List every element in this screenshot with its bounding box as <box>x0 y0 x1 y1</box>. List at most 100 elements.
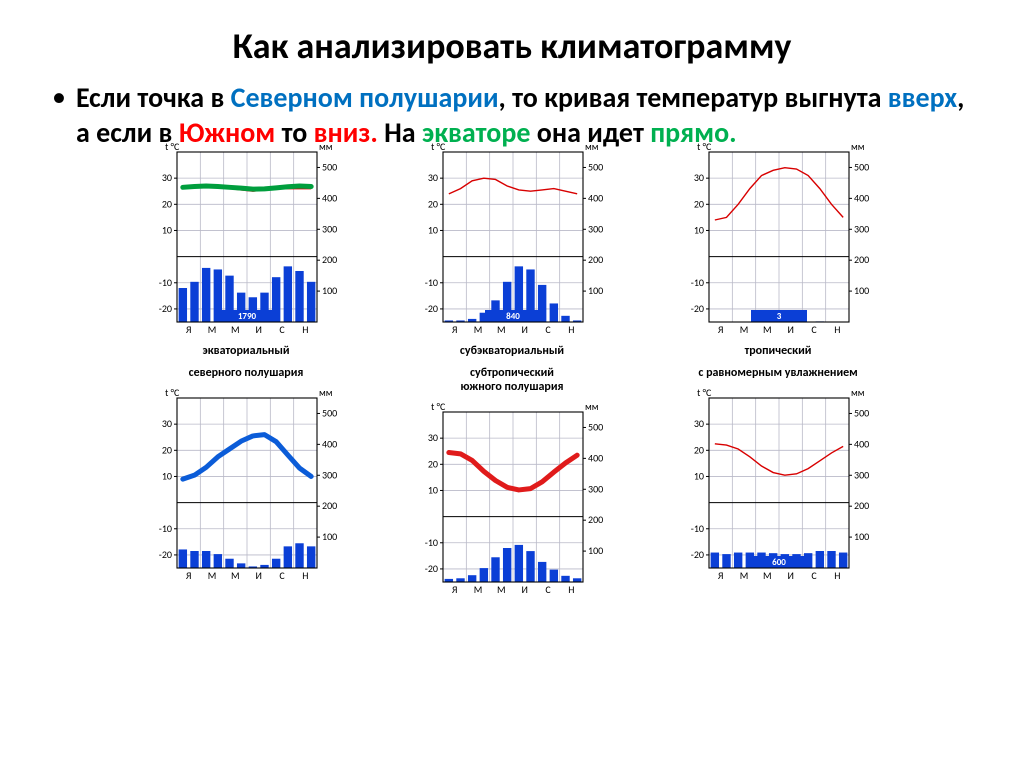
precip-tick-label: 100 <box>588 544 603 557</box>
precip-bar <box>272 559 280 568</box>
precip-tick-label: 300 <box>854 222 869 235</box>
month-label: И <box>521 583 527 596</box>
caption-bottom: тропический <box>745 344 812 358</box>
month-label: С <box>279 323 285 336</box>
month-label: С <box>279 569 285 582</box>
month-label: Я <box>718 323 724 336</box>
precip-bar <box>503 548 511 582</box>
precip-tick-label: 400 <box>854 437 869 450</box>
temp-tick-label: 10 <box>694 469 704 482</box>
overlay-line <box>183 186 311 189</box>
temp-tick-label: 30 <box>162 417 172 430</box>
charts-row-bottom: северного полушария 30 20 10 -10 -20 t °C 500 40… <box>48 366 976 604</box>
month-label: С <box>811 569 817 582</box>
bullet-text: Если точка в Северном полушарии, то крив… <box>76 80 976 150</box>
precip-bar <box>237 563 245 568</box>
temp-tick-label: 30 <box>162 171 172 184</box>
month-label: Н <box>834 569 840 582</box>
month-label: Я <box>452 323 458 336</box>
temp-tick-label: 10 <box>694 223 704 236</box>
precip-total: 1790 <box>238 311 257 322</box>
panel-subtrop_even: с равномерным увлажнением600302010-10-20… <box>673 366 883 604</box>
temp-tick-label: -20 <box>691 548 704 561</box>
temp-tick-label: -10 <box>425 536 438 549</box>
precip-tick-label: 100 <box>322 284 337 297</box>
climograph-subtrop_even: 600302010-10-20t °C500400300200100ммЯММИ… <box>673 384 883 584</box>
month-label: М <box>231 323 240 336</box>
bullet-dot: • <box>52 80 66 114</box>
climograph-equatorial: 1790302010-10-20t °C500400300200100ммЯММ… <box>141 138 351 338</box>
month-label: С <box>545 323 551 336</box>
temp-tick-label: -20 <box>691 302 704 315</box>
precip-bar <box>827 551 835 568</box>
precip-tick-label: 300 <box>588 482 603 495</box>
precip-bar <box>456 578 464 582</box>
caption-bottom: экваториальный <box>202 344 289 358</box>
temp-tick-label: 20 <box>162 197 172 210</box>
precip-bar <box>307 546 315 568</box>
precip-axis-label: мм <box>851 386 865 399</box>
month-label: М <box>763 569 772 582</box>
precip-bar <box>573 578 581 582</box>
precip-tick-label: 500 <box>588 420 603 433</box>
precip-tick-label: 400 <box>588 451 603 464</box>
precip-bar <box>538 562 546 582</box>
precip-tick-label: 400 <box>854 191 869 204</box>
month-label: И <box>787 569 793 582</box>
month-label: М <box>763 323 772 336</box>
temp-tick-label: -20 <box>425 562 438 575</box>
month-label: М <box>740 323 749 336</box>
precip-bar <box>734 553 742 568</box>
month-label: М <box>497 323 506 336</box>
caption-top: северного полушария <box>189 366 304 382</box>
month-label: М <box>474 583 483 596</box>
precip-bar <box>526 551 534 582</box>
temp-tick-label: -10 <box>159 522 172 535</box>
temp-tick-label: 20 <box>694 443 704 456</box>
month-label: М <box>208 569 217 582</box>
panel-subtrop_south: субтропическийюжного полушария302010-10-… <box>407 366 617 604</box>
precip-bar <box>816 551 824 568</box>
temp-tick-label: 20 <box>428 457 438 470</box>
precip-bar <box>307 282 315 322</box>
precip-bar <box>561 576 569 582</box>
precip-bar <box>722 554 730 568</box>
temp-tick-label: 10 <box>428 223 438 236</box>
precip-tick-label: 200 <box>588 513 603 526</box>
month-label: С <box>811 323 817 336</box>
month-label: И <box>787 323 793 336</box>
month-label: Н <box>302 323 308 336</box>
precip-tick-label: 100 <box>322 530 337 543</box>
temp-tick-label: -20 <box>425 302 438 315</box>
precip-tick-label: 300 <box>322 468 337 481</box>
precip-tick-label: 300 <box>588 222 603 235</box>
precip-tick-label: 500 <box>588 160 603 173</box>
charts-row-top: 1790302010-10-20t °C500400300200100ммЯММ… <box>48 120 976 358</box>
precip-bar <box>491 557 499 582</box>
precip-total: 3 <box>777 311 782 322</box>
month-label: И <box>255 569 261 582</box>
panel-subtrop_north: северного полушария302010-10-20t °C50040… <box>141 366 351 604</box>
temp-axis-label: t °C <box>431 400 446 413</box>
precip-tick-label: 200 <box>854 499 869 512</box>
precip-tick-label: 400 <box>322 191 337 204</box>
climograph-subtrop_south: 302010-10-20t °C500400300200100ммЯММИСН <box>407 398 617 598</box>
precip-bar <box>561 316 569 322</box>
precip-tick-label: 100 <box>854 530 869 543</box>
precip-axis-label: мм <box>585 400 599 413</box>
temp-tick-label: -10 <box>425 276 438 289</box>
caption-top: с равномерным увлажнением <box>698 366 857 382</box>
precip-bar <box>225 559 233 568</box>
climograph-subequatorial: 840302010-10-20t °C500400300200100ммЯММИ… <box>407 138 617 338</box>
precip-bar <box>284 266 292 322</box>
temp-axis-label: t °C <box>697 386 712 399</box>
temp-tick-label: -10 <box>691 522 704 535</box>
temp-tick-label: -10 <box>691 276 704 289</box>
temp-tick-label: 20 <box>428 197 438 210</box>
month-label: Я <box>452 583 458 596</box>
precip-tick-label: 200 <box>588 253 603 266</box>
precip-bar <box>202 551 210 568</box>
month-label: Я <box>186 323 192 336</box>
precip-bar <box>839 553 847 568</box>
precip-bar <box>179 288 187 322</box>
